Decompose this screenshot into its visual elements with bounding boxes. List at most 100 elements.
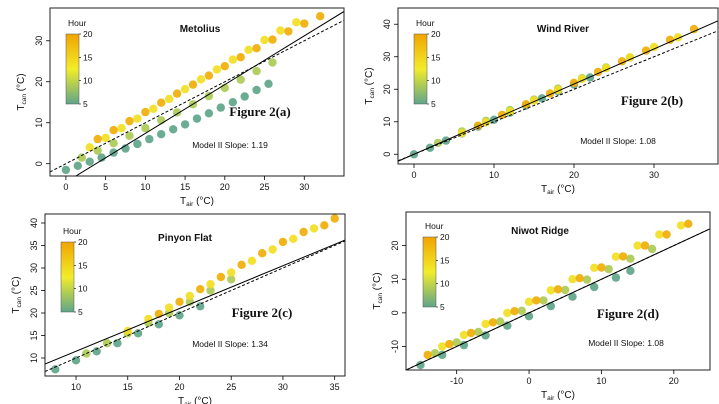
data-point <box>180 84 190 94</box>
panel-2: 0 10 20 30 0 10 20 30 40 Tair (°C) Tcan (°C) Wind R… <box>364 7 719 196</box>
data-point <box>196 75 206 84</box>
x-tick-label: 20 <box>569 170 579 180</box>
legend-tick-label: 10 <box>431 76 441 86</box>
legend-tick-label: 5 <box>431 99 436 109</box>
data-point <box>216 272 226 282</box>
data-point <box>157 130 166 139</box>
data-point <box>85 143 94 152</box>
data-point <box>71 356 81 365</box>
data-point <box>212 65 222 74</box>
data-point <box>505 107 515 116</box>
data-point <box>561 285 570 295</box>
data-point <box>289 234 298 243</box>
data-point <box>206 280 215 289</box>
legend-tick-label: 15 <box>431 52 441 62</box>
x-tick-label: 20 <box>220 182 230 192</box>
data-point <box>611 252 621 261</box>
data-point <box>300 19 309 28</box>
data-point <box>575 274 584 283</box>
data-point <box>172 89 182 98</box>
data-point <box>276 26 285 35</box>
plot-frame <box>397 7 719 165</box>
y-tick-label: 30 <box>382 52 392 62</box>
data-point <box>125 131 134 140</box>
data-point <box>227 268 236 277</box>
y-axis-label: Tcan (°C) <box>364 67 376 104</box>
data-point <box>252 66 261 76</box>
data-point <box>676 221 686 230</box>
y-axis-label: Tcan (°C) <box>16 73 28 110</box>
data-point <box>188 80 198 89</box>
x-tick-label: 10 <box>140 182 150 192</box>
data-point <box>268 35 277 44</box>
x-axis-label: Tair (°C) <box>541 184 575 196</box>
y-axis-label: Tcan (°C) <box>372 272 384 309</box>
panel-title: Niwot Ridge <box>511 226 569 237</box>
y-tick-label: -10 <box>390 340 400 353</box>
panel-3: 10 15 20 25 30 35 10 15 20 25 30 35 40 Tair (°C) Tcan … <box>11 213 346 404</box>
data-point <box>416 360 425 370</box>
y-tick-label: 30 <box>34 36 44 46</box>
data-point <box>165 94 174 104</box>
x-tick-label: 20 <box>669 376 679 386</box>
x-tick-label: 0 <box>63 182 68 192</box>
figure-label: Figure 2(b) <box>621 93 683 108</box>
plot-frame <box>44 213 346 377</box>
data-point <box>133 329 143 338</box>
data-point <box>481 319 490 329</box>
x-tick-label: 20 <box>174 382 184 392</box>
legend-tick-label: 15 <box>83 52 93 62</box>
data-point <box>109 139 118 148</box>
data-point <box>611 273 621 282</box>
fit-line <box>406 228 710 370</box>
y-tick-label: 0 <box>382 152 392 157</box>
data-point <box>466 328 476 338</box>
data-point <box>503 308 512 318</box>
legend-tick-label: 10 <box>83 76 93 86</box>
legend-tick-label: 20 <box>78 237 88 247</box>
x-tick-label: 25 <box>260 182 270 192</box>
data-point <box>204 109 214 118</box>
data-point <box>604 264 613 274</box>
legend-tick-label: 15 <box>78 260 88 270</box>
plot-frame <box>405 211 711 371</box>
legend-colorbar <box>422 236 437 308</box>
legend-title: Hour <box>63 226 82 236</box>
slope-annotation: Model II Slope: 1.08 <box>588 338 664 348</box>
data-point <box>185 291 194 301</box>
x-axis-label: Tair (°C) <box>541 390 575 402</box>
y-tick-label: 40 <box>382 19 392 29</box>
panel-title: Metolius <box>180 24 221 35</box>
data-point <box>252 44 261 53</box>
data-point <box>175 311 184 320</box>
data-point <box>445 339 454 349</box>
data-point <box>539 296 548 305</box>
data-point <box>299 227 308 237</box>
y-tick-label: 10 <box>34 118 44 128</box>
data-point <box>689 24 699 34</box>
legend-colorbar <box>65 33 80 105</box>
data-point <box>172 108 182 117</box>
data-points <box>416 219 693 370</box>
data-point <box>510 307 519 316</box>
fit-line <box>398 20 718 162</box>
y-axis-label: Tcan (°C) <box>11 276 23 313</box>
one-to-one-line <box>45 240 345 372</box>
data-point <box>590 263 599 272</box>
data-point <box>488 318 498 327</box>
data-point <box>216 103 225 112</box>
data-point <box>553 285 563 294</box>
data-point <box>278 237 288 247</box>
data-point <box>684 219 693 228</box>
legend-tick-label: 5 <box>78 307 83 317</box>
data-point <box>320 221 329 230</box>
data-point <box>180 120 190 129</box>
data-point <box>141 123 150 133</box>
fit-line <box>74 11 344 176</box>
data-point <box>626 254 635 263</box>
slope-annotation: Model II Slope: 1.34 <box>192 339 268 349</box>
y-tick-label: 35 <box>29 240 39 250</box>
data-point <box>252 85 261 95</box>
data-point <box>206 286 215 295</box>
